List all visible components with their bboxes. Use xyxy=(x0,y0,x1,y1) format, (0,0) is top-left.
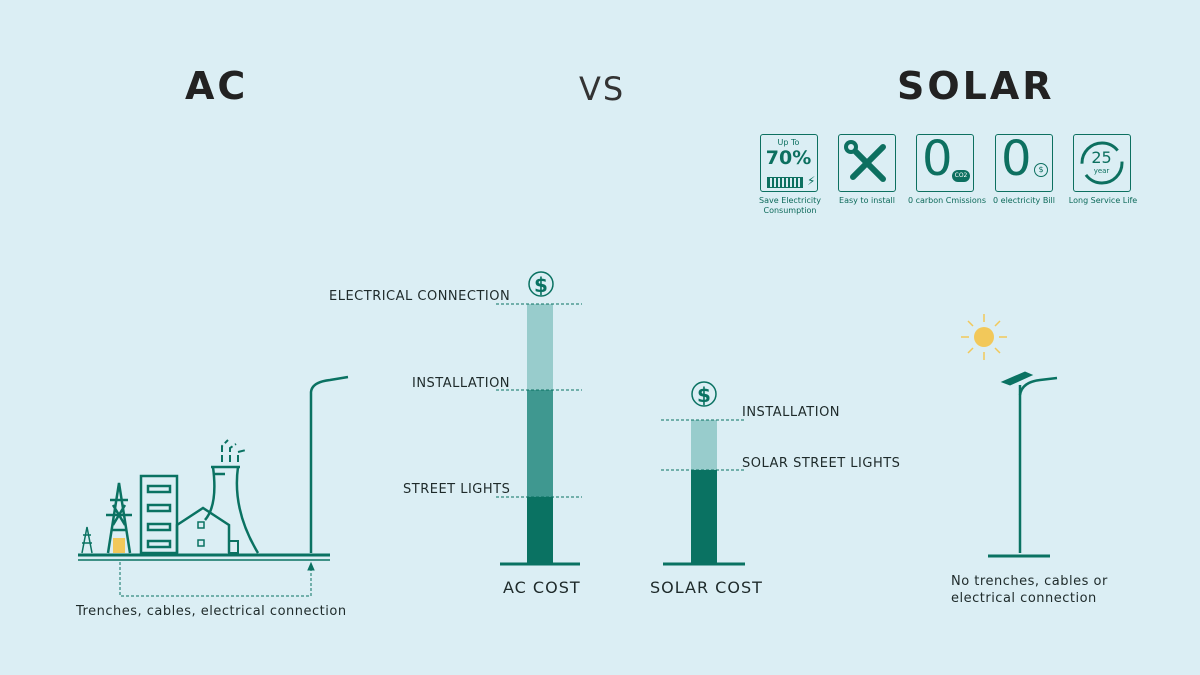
solar-cost-label: SOLAR COST xyxy=(650,578,763,597)
ac-street-light-icon xyxy=(309,375,349,553)
solar-label-installation: INSTALLATION xyxy=(742,405,841,420)
zero-bill-icon: 0 $ xyxy=(995,131,1053,192)
feature-label: Long Service Life xyxy=(1068,196,1138,205)
bulb-dollar-icon: $ xyxy=(1034,163,1048,177)
house-icon xyxy=(175,506,239,554)
solar-cost-bar: $ xyxy=(661,381,746,566)
battery-icon xyxy=(767,177,803,188)
ac-title: AC xyxy=(185,64,249,108)
solar-label-solar-street-lights: SOLAR STREET LIGHTS xyxy=(742,456,901,471)
ac-caption: Trenches, cables, electrical connection xyxy=(76,604,347,619)
ac-segment-installation xyxy=(527,390,553,497)
co2-cloud: CO2 xyxy=(952,170,970,182)
cooling-tower-icon xyxy=(204,439,260,554)
power-tower-icon xyxy=(106,482,132,554)
svg-text:$: $ xyxy=(534,273,548,297)
ac-label-installation: INSTALLATION xyxy=(412,376,511,391)
dollar-icon xyxy=(691,381,717,407)
svg-text:$: $ xyxy=(697,383,711,407)
ac-grid-scene xyxy=(78,375,349,597)
solar-caption-line1: No trenches, cables or xyxy=(951,574,1108,589)
solar-street-light-icon xyxy=(988,371,1058,558)
solar-panel-icon xyxy=(1000,371,1034,386)
ac-cost-bar: $ xyxy=(496,271,582,566)
solar-title: SOLAR xyxy=(897,64,1055,108)
feature-label: Easy to install xyxy=(839,196,895,205)
feature-label: 0 electricity Bill xyxy=(993,196,1055,205)
dollar-icon xyxy=(528,271,554,297)
sun-icon xyxy=(961,314,1007,360)
zero-co2-icon: 0 CO2 xyxy=(916,131,974,192)
building-icon xyxy=(139,474,179,555)
arrow-up-icon xyxy=(307,561,315,571)
feature-label: Save Electricity Consumption xyxy=(759,196,821,215)
transformer-icon xyxy=(113,538,125,553)
ac-label-electrical-connection: ELECTRICAL CONNECTION xyxy=(329,289,511,304)
feature-label: 0 carbon Cmissions xyxy=(907,196,987,205)
connection-line xyxy=(119,562,312,597)
ac-segment-electrical-connection xyxy=(527,304,553,390)
small-tower-icon xyxy=(81,526,93,554)
vs-label: VS xyxy=(579,70,626,108)
zero-digit: 0 xyxy=(1001,131,1032,187)
solar-segment-solar-street-lights xyxy=(691,470,717,563)
badge-up-to: Up To xyxy=(777,138,800,147)
lightning-icon: ⚡ xyxy=(807,174,816,188)
badge-percent: 70% xyxy=(765,147,812,169)
save-electricity-badge: Up To 70% ⚡ xyxy=(760,134,818,192)
years-unit: year xyxy=(1093,167,1110,175)
ac-segment-street-lights xyxy=(527,497,553,563)
ac-cost-label: AC COST xyxy=(503,578,581,597)
years-number: 25 xyxy=(1091,148,1112,167)
solar-segment-installation xyxy=(691,420,717,470)
tools-icon xyxy=(838,134,896,192)
ac-label-street-lights: STREET LIGHTS xyxy=(403,482,511,497)
solar-caption-line2: electrical connection xyxy=(951,591,1097,606)
zero-digit: 0 xyxy=(922,131,953,187)
25-year-icon: 25 year xyxy=(1073,134,1131,192)
